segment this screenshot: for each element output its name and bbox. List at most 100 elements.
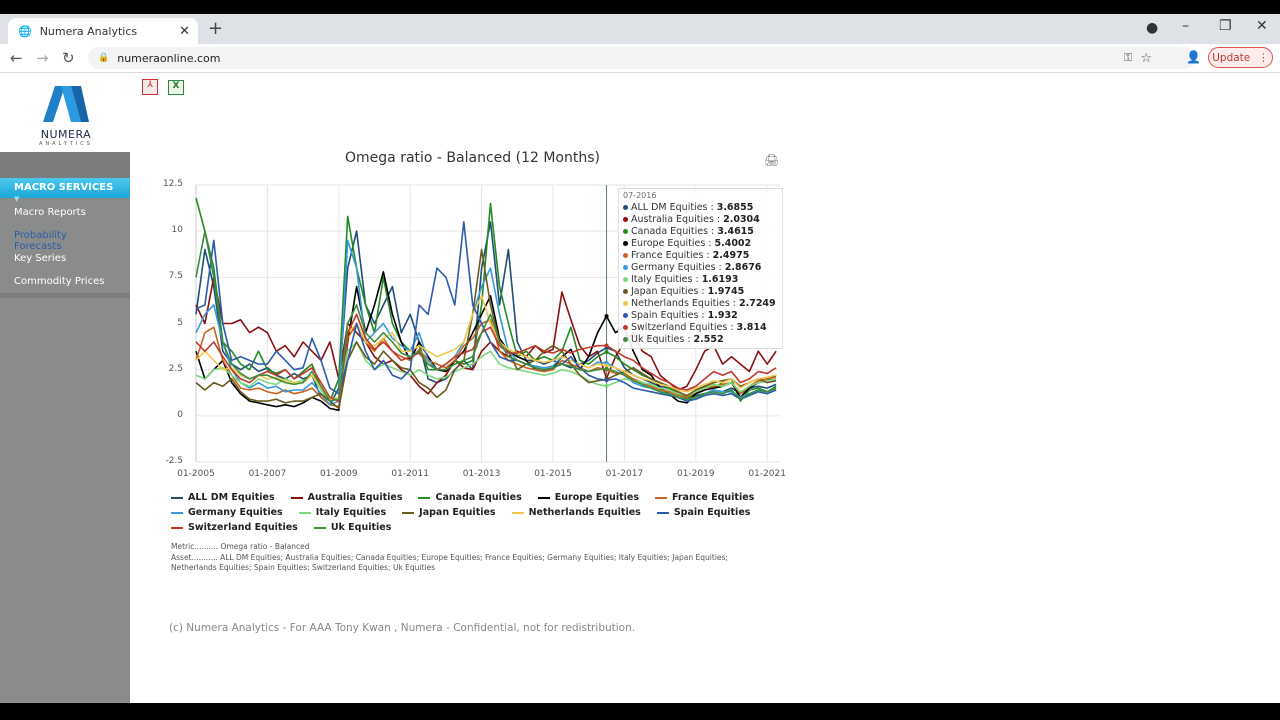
series-dot-icon	[623, 240, 628, 246]
legend-label: Germany Equities	[188, 507, 283, 518]
legend-item[interactable]: France Equities	[654, 492, 755, 504]
legend-item[interactable]: Netherlands Equities	[511, 507, 641, 519]
legend-item[interactable]: Spain Equities	[656, 507, 751, 519]
tooltip-value: 2.0304	[723, 213, 760, 225]
series-dot-icon	[623, 252, 628, 258]
key-icon[interactable]: ⚿	[1123, 51, 1133, 64]
series-dot-icon	[623, 336, 628, 342]
series-line-australia-equities	[195, 276, 777, 395]
close-tab-icon[interactable]: ✕	[179, 23, 190, 39]
metric-note: Metric.......... Omega ratio - Balanced	[171, 542, 310, 551]
numera-logo[interactable]: NUMERA ANALYTICS	[34, 84, 98, 147]
legend-item[interactable]: Japan Equities	[402, 507, 496, 519]
tooltip-row: Uk Equities:2.552	[623, 333, 776, 345]
chart-legend: ALL DM Equities Australia Equities Canada …	[171, 492, 771, 534]
star-icon[interactable]: ☆	[1140, 50, 1152, 66]
sidebar-item-key-series[interactable]: Key Series	[14, 253, 67, 264]
y-tick-label: 10	[171, 225, 183, 236]
tooltip-value: 2.8676	[724, 261, 762, 273]
tooltip-series-name: Germany Equities	[631, 261, 716, 273]
sidebar: MACRO SERVICES ▼ Macro Reports Probabili…	[0, 152, 130, 703]
close-window-button[interactable]: ✕	[1256, 18, 1268, 34]
legend-swatch	[418, 497, 431, 499]
legend-item[interactable]: Australia Equities	[290, 492, 402, 504]
sidebar-item-probability-forecasts[interactable]: Probability Forecasts	[14, 230, 67, 252]
crosshair-point	[604, 366, 609, 371]
menu-dots-icon: ⋮	[1258, 51, 1269, 64]
new-tab-button[interactable]: +	[208, 18, 224, 39]
legend-item[interactable]: Germany Equities	[171, 507, 283, 519]
x-tick-label: 01-2019	[676, 469, 715, 479]
legend-swatch	[171, 497, 183, 499]
crosshair-point	[604, 383, 609, 388]
legend-label: Italy Equities	[315, 507, 387, 518]
tooltip-series-name: Europe Equities	[631, 237, 706, 249]
tooltip-series-name: Netherlands Equities	[631, 297, 730, 309]
legend-swatch	[402, 512, 415, 514]
url-input[interactable]: 🔒 numeraonline.com ⚿ ☆	[88, 47, 1196, 69]
legend-item[interactable]: Italy Equities	[298, 507, 387, 519]
y-tick-label: 0	[177, 409, 183, 420]
minimize-button[interactable]: –	[1182, 18, 1189, 34]
excel-export-icon[interactable]: X	[168, 80, 184, 95]
tooltip-series-name: Italy Equities	[631, 273, 693, 285]
legend-label: Spain Equities	[673, 507, 751, 518]
profile-download-icon[interactable]: ●	[1146, 20, 1159, 36]
sidebar-item-commodity-prices[interactable]: Commodity Prices	[14, 276, 105, 287]
tooltip-row: Canada Equities:3.4615	[623, 225, 776, 237]
legend-swatch	[537, 497, 550, 499]
back-icon[interactable]: ←	[10, 49, 23, 67]
legend-item[interactable]: ALL DM Equities	[171, 492, 275, 504]
restore-button[interactable]: ❐	[1219, 18, 1232, 34]
tooltip-row: Italy Equities:1.6193	[623, 273, 776, 285]
series-line-france-equities	[195, 318, 777, 408]
series-line-netherlands-equities	[195, 294, 777, 401]
legend-item[interactable]: Uk Equities	[313, 522, 391, 534]
series-dot-icon	[623, 264, 628, 270]
legend-label: France Equities	[671, 492, 755, 503]
legend-swatch	[656, 512, 669, 514]
crosshair-point	[604, 343, 609, 348]
profile-icon[interactable]: 👤	[1186, 50, 1201, 64]
tooltip-row: France Equities:2.4975	[623, 249, 776, 261]
chart-tooltip: 07-2016 ALL DM Equities:3.6855 Australia …	[618, 188, 783, 349]
x-tick-label: 01-2007	[248, 469, 287, 479]
menu-macro-services-label: MACRO SERVICES	[14, 182, 114, 193]
series-line-switzerland-equities	[195, 313, 777, 402]
y-tick-label: -2.5	[165, 456, 183, 466]
tooltip-value: 1.932	[707, 309, 738, 321]
pdf-export-icon[interactable]: ⅄	[142, 79, 158, 95]
legend-item[interactable]: Switzerland Equities	[171, 522, 298, 534]
legend-item[interactable]: Canada Equities	[418, 492, 522, 504]
y-tick-label: 7.5	[168, 271, 183, 282]
update-label: Update	[1212, 51, 1251, 64]
sidebar-item-macro-reports[interactable]: Macro Reports	[14, 207, 86, 218]
series-line-japan-equities	[195, 248, 777, 410]
lock-icon: 🔒	[98, 53, 110, 63]
legend-item[interactable]: Europe Equities	[537, 492, 639, 504]
legend-label: Japan Equities	[419, 507, 496, 518]
tooltip-row: Europe Equities:5.4002	[623, 237, 776, 249]
print-icon[interactable]: 🖨	[764, 153, 780, 167]
tooltip-series-name: Uk Equities	[631, 333, 685, 345]
series-dot-icon	[623, 216, 628, 222]
update-button[interactable]: Update ⋮	[1208, 47, 1273, 68]
tooltip-series-name: France Equities	[631, 249, 704, 261]
legend-label: Europe Equities	[554, 492, 639, 503]
reload-icon[interactable]: ↻	[62, 49, 75, 67]
menu-macro-services[interactable]: MACRO SERVICES ▼	[0, 178, 130, 203]
browser-tab[interactable]: 🌐 Numera Analytics ✕	[8, 18, 198, 44]
legend-label: Canada Equities	[435, 492, 522, 503]
logo-subtext: ANALYTICS	[39, 141, 93, 147]
legend-swatch	[313, 527, 326, 529]
tooltip-row: Germany Equities:2.8676	[623, 261, 776, 273]
legend-swatch	[511, 512, 524, 514]
forward-icon[interactable]: →	[36, 49, 49, 67]
y-tick-label: 12.5	[162, 179, 183, 189]
tooltip-value: 3.6855	[716, 201, 754, 213]
series-line-uk-equities	[195, 230, 777, 402]
series-dot-icon	[623, 300, 628, 306]
legend-swatch	[290, 497, 303, 499]
chart-title: Omega ratio - Balanced (12 Months)	[345, 150, 600, 166]
series-dot-icon	[623, 228, 628, 234]
